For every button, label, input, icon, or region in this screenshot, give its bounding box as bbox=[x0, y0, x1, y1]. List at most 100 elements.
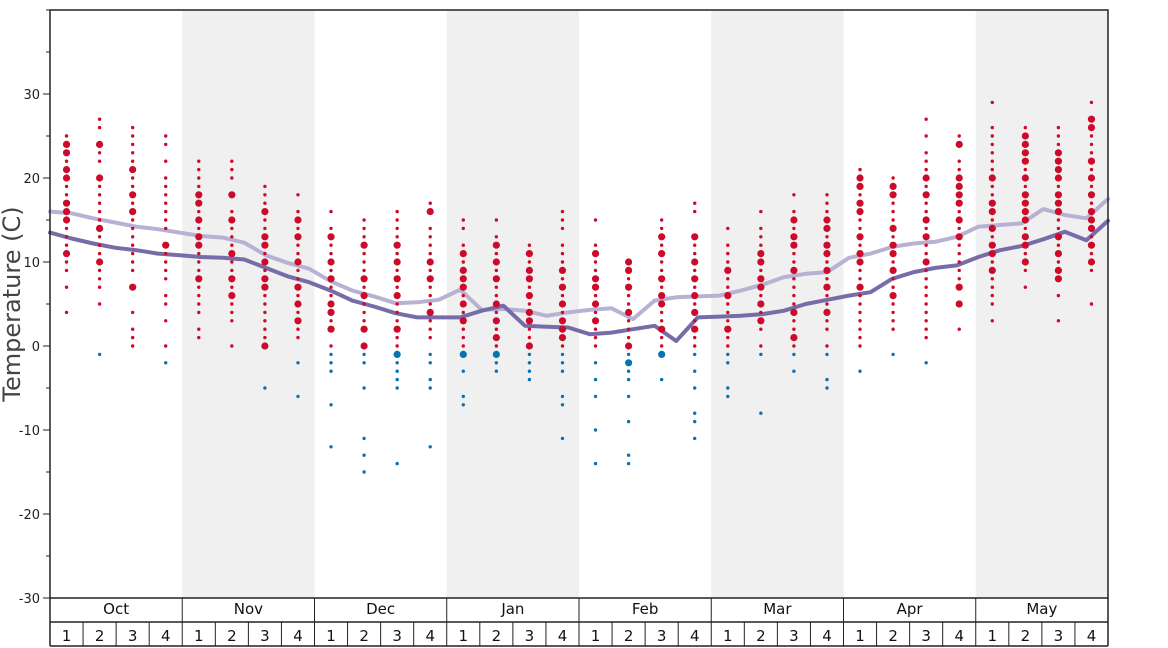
warm-point bbox=[228, 292, 236, 300]
cold-point bbox=[593, 361, 598, 365]
cold-point bbox=[626, 369, 631, 373]
warm-point bbox=[988, 174, 996, 182]
warm-point bbox=[1087, 115, 1096, 123]
cold-point bbox=[726, 352, 730, 357]
warm-point bbox=[1054, 191, 1063, 199]
cold-point bbox=[693, 352, 697, 357]
warm-point bbox=[757, 258, 765, 266]
warm-point bbox=[626, 319, 631, 323]
week-label: 1 bbox=[326, 627, 336, 645]
warm-point bbox=[296, 209, 300, 214]
warm-point bbox=[428, 235, 432, 239]
warm-point bbox=[792, 293, 796, 298]
warm-point bbox=[296, 243, 300, 247]
warm-point bbox=[263, 268, 267, 273]
warm-point bbox=[988, 224, 996, 232]
warm-point bbox=[228, 250, 236, 258]
warm-point bbox=[97, 184, 102, 189]
warm-point bbox=[130, 260, 135, 264]
cold-point bbox=[362, 352, 366, 357]
warm-point bbox=[693, 344, 697, 348]
warm-point bbox=[922, 258, 930, 266]
warm-point bbox=[461, 218, 465, 222]
warm-point bbox=[990, 100, 994, 105]
warm-point bbox=[593, 268, 598, 273]
cold-point bbox=[395, 386, 399, 390]
warm-point bbox=[1021, 258, 1029, 266]
week-label: 4 bbox=[1087, 627, 1097, 645]
cold-point bbox=[693, 436, 697, 441]
warm-point bbox=[329, 243, 333, 247]
warm-point bbox=[525, 317, 534, 325]
cold-point bbox=[560, 361, 565, 365]
warm-point bbox=[228, 275, 236, 283]
warm-point bbox=[726, 302, 730, 306]
warm-point bbox=[296, 193, 300, 197]
week-label: 3 bbox=[392, 627, 402, 645]
warm-point bbox=[990, 167, 994, 172]
week-label: 4 bbox=[822, 627, 832, 645]
warm-point bbox=[726, 285, 730, 289]
warm-point bbox=[858, 319, 862, 323]
warm-point bbox=[296, 293, 300, 298]
cold-point bbox=[726, 386, 730, 390]
warm-point bbox=[924, 319, 928, 323]
warm-point bbox=[360, 325, 368, 333]
warm-point bbox=[261, 208, 269, 216]
warm-point bbox=[362, 268, 366, 273]
warm-point bbox=[130, 201, 135, 205]
warm-point bbox=[62, 216, 71, 224]
warm-point bbox=[591, 283, 600, 291]
warm-point bbox=[492, 300, 500, 308]
y-axis: -30 -20 -10 0 10 20 30 bbox=[19, 9, 50, 607]
warm-point bbox=[957, 167, 961, 172]
warm-point bbox=[693, 335, 697, 340]
month-shade-mar bbox=[711, 10, 844, 598]
plot-frame bbox=[49, 9, 1109, 599]
warm-point bbox=[825, 302, 829, 306]
y-axis-title: Temperature (C) bbox=[0, 206, 26, 402]
warm-point bbox=[924, 117, 928, 121]
warm-point bbox=[1089, 268, 1094, 273]
warm-point bbox=[327, 325, 335, 333]
warm-point bbox=[891, 260, 895, 264]
warm-point bbox=[924, 293, 928, 298]
warm-point bbox=[1021, 149, 1029, 157]
warm-point bbox=[1056, 218, 1061, 222]
warm-point bbox=[955, 182, 963, 190]
warm-point bbox=[1021, 191, 1029, 199]
cold-point bbox=[527, 361, 532, 365]
warm-point bbox=[924, 209, 928, 214]
warm-point bbox=[360, 275, 368, 283]
warm-point bbox=[129, 283, 137, 291]
cold-point bbox=[560, 352, 565, 357]
warm-point bbox=[726, 251, 730, 256]
warm-point bbox=[393, 325, 401, 333]
warm-point bbox=[525, 275, 534, 283]
warm-point bbox=[1089, 302, 1094, 306]
warm-point bbox=[626, 327, 631, 331]
warm-point bbox=[693, 302, 697, 306]
cold-point bbox=[626, 419, 631, 424]
warm-point bbox=[294, 283, 302, 291]
warm-point bbox=[593, 293, 598, 298]
warm-point bbox=[197, 268, 201, 273]
week-label: 2 bbox=[624, 627, 634, 645]
warm-point bbox=[889, 191, 897, 199]
cold-point bbox=[527, 377, 532, 382]
warm-point bbox=[922, 174, 930, 182]
y-tick-label: -30 bbox=[19, 592, 40, 607]
warm-point bbox=[130, 310, 135, 315]
cold-point bbox=[626, 453, 631, 457]
warm-point bbox=[327, 233, 335, 241]
warm-point bbox=[64, 193, 69, 197]
cold-point bbox=[395, 361, 399, 365]
cold-point bbox=[626, 394, 631, 399]
warm-point bbox=[858, 344, 862, 348]
warm-point bbox=[494, 344, 499, 348]
warm-point bbox=[263, 218, 267, 222]
warm-point bbox=[659, 226, 664, 231]
warm-point bbox=[62, 250, 71, 258]
warm-point bbox=[393, 258, 401, 266]
warm-point bbox=[395, 285, 399, 289]
